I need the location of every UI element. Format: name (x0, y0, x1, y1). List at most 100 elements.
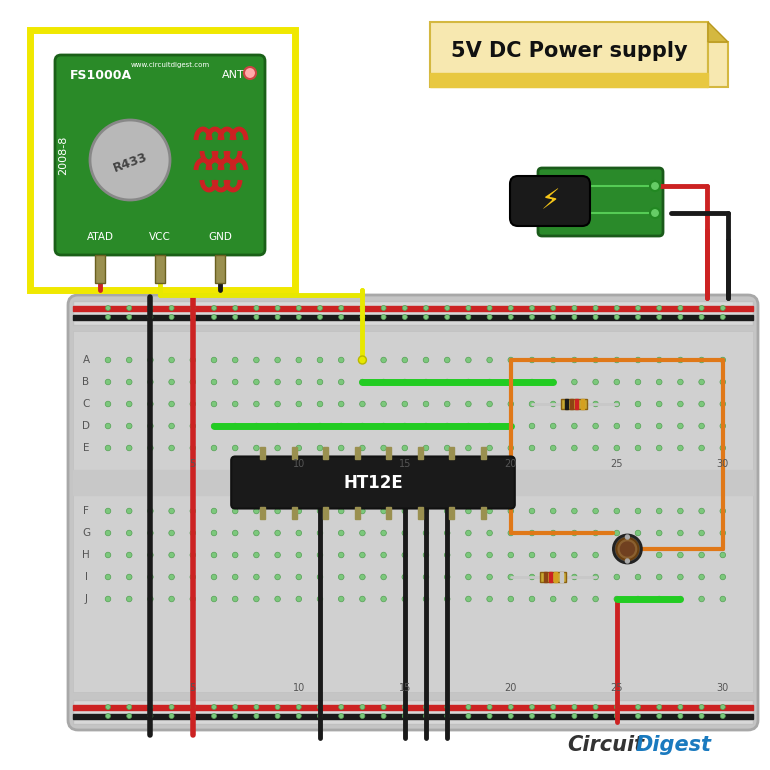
Text: G: G (82, 528, 90, 538)
Bar (355, 507, 360, 518)
Circle shape (253, 357, 259, 363)
Circle shape (614, 574, 620, 580)
Circle shape (296, 714, 301, 718)
Circle shape (360, 596, 365, 602)
Circle shape (529, 401, 535, 407)
Circle shape (190, 508, 196, 514)
Bar (155, 255, 165, 283)
Circle shape (275, 445, 280, 450)
Circle shape (593, 314, 598, 320)
Bar (561, 399, 588, 409)
Circle shape (678, 357, 683, 363)
Bar (323, 447, 328, 458)
Circle shape (529, 508, 535, 514)
Circle shape (487, 508, 492, 514)
Text: 25: 25 (611, 459, 623, 469)
Circle shape (678, 314, 683, 320)
Bar (387, 507, 391, 518)
Circle shape (339, 306, 343, 310)
Text: GND: GND (208, 232, 232, 242)
Circle shape (487, 306, 492, 310)
Text: Circuit: Circuit (567, 735, 644, 755)
Circle shape (275, 508, 280, 514)
Circle shape (381, 424, 387, 429)
Circle shape (424, 596, 429, 602)
Circle shape (233, 401, 238, 407)
Circle shape (444, 531, 450, 536)
Circle shape (614, 401, 620, 407)
Circle shape (551, 574, 556, 580)
Bar (554, 572, 557, 582)
Circle shape (487, 552, 492, 557)
Circle shape (720, 596, 725, 602)
Circle shape (656, 379, 662, 385)
Circle shape (126, 552, 132, 557)
Circle shape (699, 574, 705, 580)
Circle shape (551, 401, 556, 407)
Circle shape (625, 535, 629, 539)
Circle shape (105, 401, 111, 407)
Circle shape (381, 552, 387, 557)
Circle shape (275, 705, 280, 709)
Circle shape (296, 424, 302, 429)
Circle shape (445, 306, 450, 310)
Circle shape (296, 357, 302, 363)
Circle shape (105, 596, 111, 602)
Circle shape (296, 508, 302, 514)
Circle shape (699, 314, 704, 320)
Circle shape (190, 531, 196, 536)
Bar (73, 714, 753, 719)
Circle shape (650, 208, 660, 218)
Circle shape (572, 314, 577, 320)
Circle shape (699, 401, 705, 407)
Circle shape (551, 508, 556, 514)
Circle shape (296, 445, 302, 450)
Bar (565, 399, 568, 409)
Circle shape (678, 714, 683, 718)
Circle shape (625, 559, 629, 563)
Text: FS1000A: FS1000A (70, 69, 132, 82)
Circle shape (402, 705, 407, 709)
Circle shape (126, 596, 132, 602)
Bar (541, 572, 566, 582)
Circle shape (233, 445, 238, 450)
Circle shape (720, 508, 725, 514)
Circle shape (593, 531, 598, 536)
Circle shape (360, 314, 365, 320)
Circle shape (275, 714, 280, 718)
Circle shape (551, 705, 556, 709)
Circle shape (614, 424, 620, 429)
Circle shape (699, 379, 705, 385)
Circle shape (169, 314, 174, 320)
Circle shape (211, 508, 217, 514)
Circle shape (275, 574, 280, 580)
Bar (708, 42, 728, 87)
Circle shape (487, 401, 492, 407)
Bar (418, 507, 423, 518)
Circle shape (190, 596, 196, 602)
Circle shape (720, 401, 725, 407)
Text: 10: 10 (293, 683, 305, 693)
Circle shape (190, 445, 196, 450)
Circle shape (614, 531, 620, 536)
Circle shape (275, 314, 280, 320)
Bar (570, 399, 573, 409)
FancyBboxPatch shape (538, 168, 663, 236)
Circle shape (190, 714, 196, 718)
Circle shape (253, 445, 259, 450)
Circle shape (508, 552, 514, 557)
Circle shape (678, 574, 683, 580)
Circle shape (253, 508, 259, 514)
Circle shape (317, 596, 323, 602)
Circle shape (90, 120, 170, 200)
Circle shape (529, 379, 535, 385)
Circle shape (444, 508, 450, 514)
Circle shape (402, 424, 407, 429)
Circle shape (593, 574, 598, 580)
Circle shape (508, 508, 514, 514)
Circle shape (190, 574, 196, 580)
Text: ATAD: ATAD (86, 232, 113, 242)
Circle shape (424, 445, 429, 450)
Circle shape (190, 357, 196, 363)
Circle shape (614, 306, 619, 310)
